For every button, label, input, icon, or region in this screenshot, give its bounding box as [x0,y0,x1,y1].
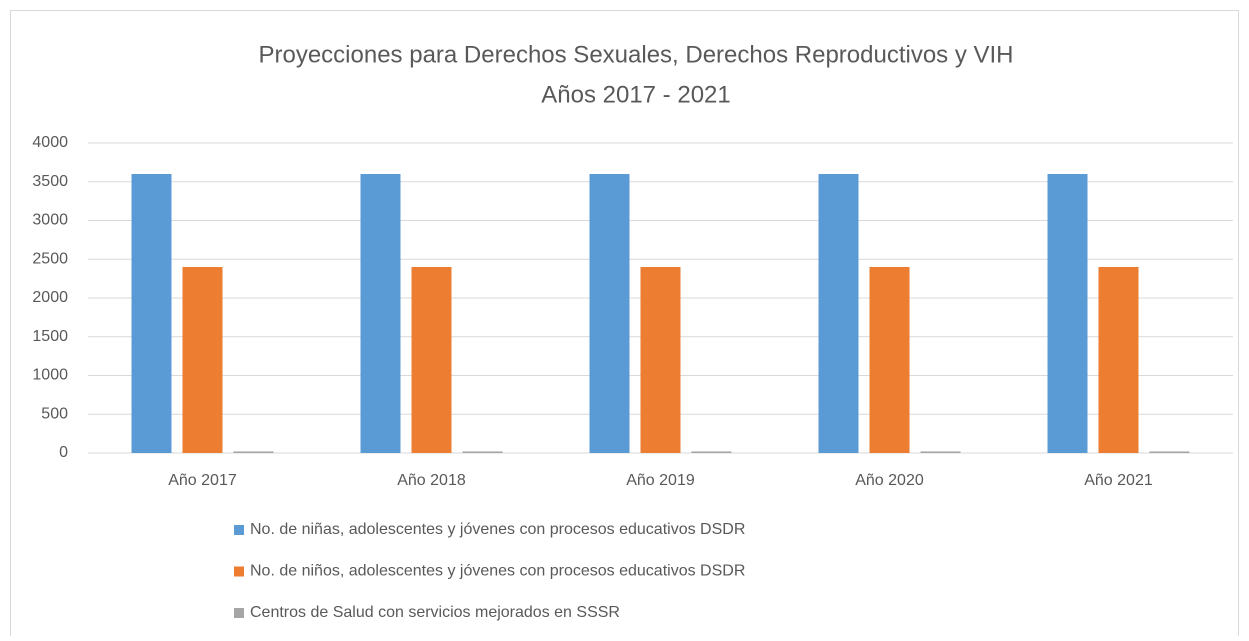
bar [1047,174,1088,453]
bar [869,267,910,453]
bar [1149,451,1190,453]
x-tick-label: Año 2019 [626,472,695,489]
y-tick-label: 1000 [32,367,68,384]
bar [411,267,452,453]
x-tick-label: Año 2021 [1084,472,1153,489]
chart-title: Proyecciones para Derechos Sexuales, Der… [258,41,1013,68]
bar [233,451,274,453]
legend-label: No. de niños, adolescentes y jóvenes con… [250,563,745,580]
bar [640,267,681,453]
x-tick-label: Año 2018 [397,472,466,489]
y-tick-label: 4000 [32,134,68,151]
bar [589,174,630,453]
x-tick-label: Año 2020 [855,472,924,489]
bar [360,174,401,453]
y-tick-label: 2500 [32,250,68,267]
legend-swatch [234,525,244,535]
y-tick-label: 3000 [32,212,68,229]
y-tick-label: 3500 [32,173,68,190]
bar [462,451,503,453]
y-tick-label: 0 [59,444,68,461]
chart-subtitle: Años 2017 - 2021 [541,81,730,108]
y-tick-label: 500 [41,405,68,422]
legend-swatch [234,566,244,577]
legend-swatch [234,608,244,618]
x-tick-label: Año 2017 [168,472,237,489]
bar [691,451,732,453]
legend-label: No. de niñas, adolescentes y jóvenes con… [250,521,745,538]
bar [818,174,859,453]
bar [182,267,223,453]
bar [920,451,961,453]
bar [1098,267,1139,453]
y-tick-label: 2000 [32,289,68,306]
bar [131,174,172,453]
y-tick-label: 1500 [32,328,68,345]
legend-label: Centros de Salud con servicios mejorados… [250,604,620,621]
